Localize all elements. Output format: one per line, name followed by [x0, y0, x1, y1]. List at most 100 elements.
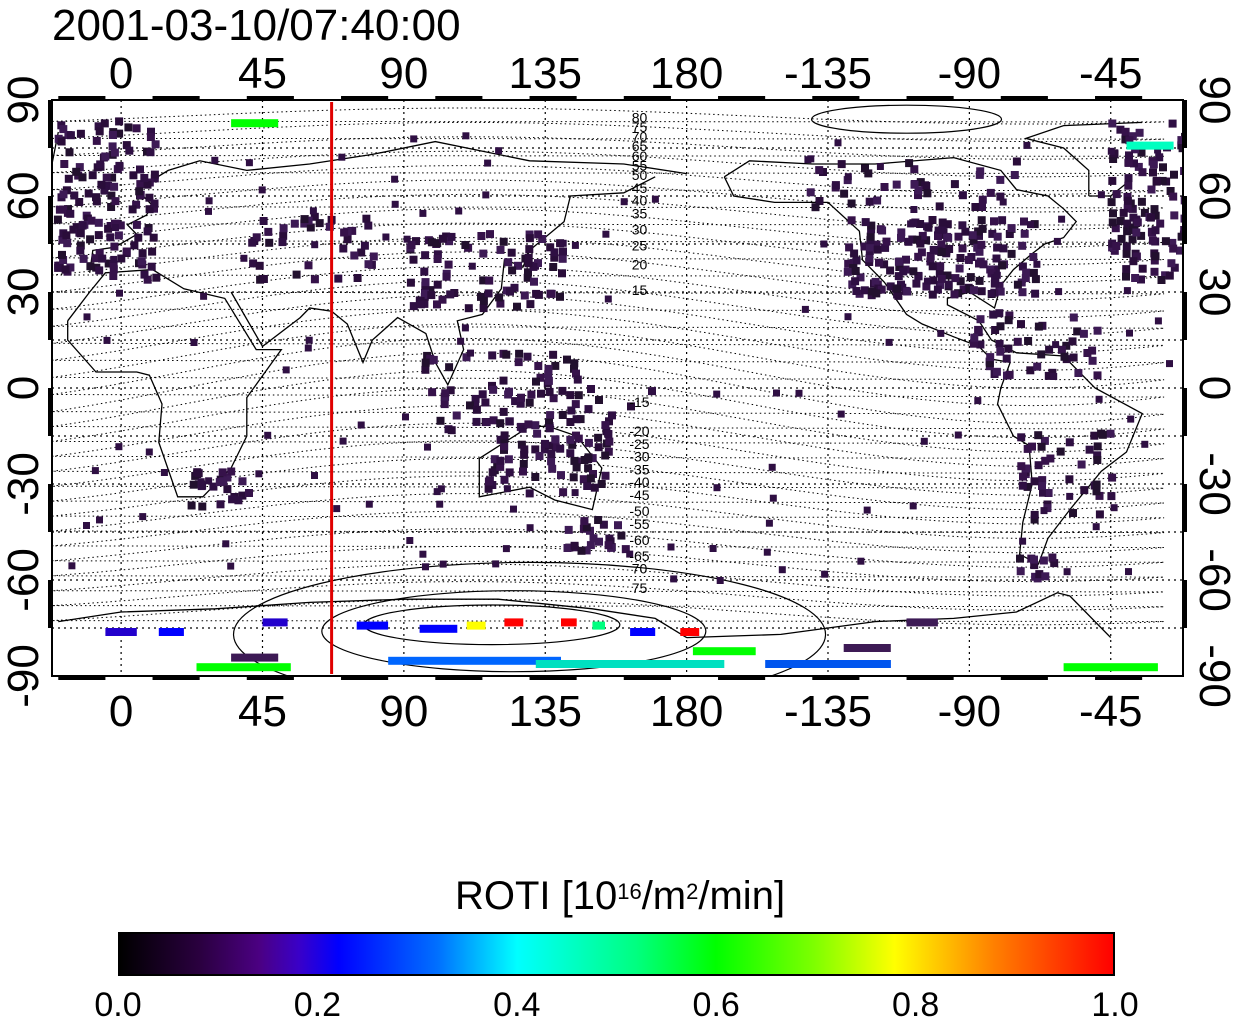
roti-pixel [1134, 162, 1143, 171]
roti-pixel [438, 234, 447, 243]
roti-pixel [880, 183, 889, 191]
roti-pixel [938, 225, 947, 234]
roti-pixel [1093, 326, 1102, 335]
roti-pixel [520, 291, 529, 300]
roti-pixel [1137, 197, 1146, 206]
roti-pixel [151, 140, 160, 149]
lon-tick-label-top: 90 [379, 49, 428, 98]
roti-pixel [579, 475, 588, 484]
contour-label: -60 [629, 532, 649, 548]
roti-pixel [228, 495, 237, 504]
roti-pixel [479, 304, 488, 313]
roti-pixel [104, 181, 112, 190]
roti-pixel [96, 516, 103, 524]
roti-pixel [1108, 239, 1117, 248]
roti-pixel [86, 235, 95, 244]
roti-pixel [954, 232, 963, 241]
roti-pixel [549, 394, 558, 403]
roti-pixel [556, 444, 565, 453]
roti-pixel [278, 238, 287, 247]
roti-pixel [1129, 257, 1138, 266]
roti-pixel [1037, 442, 1046, 451]
roti-pixel [1112, 242, 1121, 250]
roti-pixel [923, 189, 932, 198]
frame-stripe [48, 100, 53, 148]
roti-pixel [76, 246, 85, 255]
roti-pixel [990, 217, 998, 226]
roti-pixel [843, 644, 891, 652]
roti-pixel [1116, 125, 1125, 134]
lat-tick-label-right: -60 [1190, 548, 1239, 612]
roti-pixel [834, 139, 842, 147]
roti-pixel [1151, 211, 1160, 220]
roti-pixel [584, 464, 593, 473]
roti-pixel [433, 280, 442, 289]
roti-pixel [504, 618, 524, 627]
roti-pixel [556, 292, 564, 301]
roti-pixel [886, 266, 895, 275]
roti-pixel [996, 192, 1005, 201]
roti-pixel [1033, 574, 1042, 583]
roti-pixel [259, 217, 268, 225]
roti-pixel [357, 248, 366, 257]
roti-pixel [146, 148, 155, 157]
roti-pixel [559, 488, 568, 497]
roti-pixel [988, 229, 997, 238]
roti-pixel [594, 433, 603, 442]
roti-pixel [1041, 456, 1050, 465]
roti-pixel [262, 618, 288, 627]
roti-pixel [926, 252, 935, 260]
mag-lat-contour [52, 208, 1165, 248]
roti-pixel [1034, 431, 1043, 440]
roti-pixel [580, 517, 589, 526]
lat-tick-label-right: -30 [1190, 452, 1239, 516]
roti-pixel [1125, 136, 1134, 145]
roti-pixel [369, 252, 378, 261]
contour-label: 55 [632, 157, 648, 173]
roti-pixel [1123, 227, 1132, 236]
roti-pixel [893, 284, 902, 293]
roti-pixel [773, 389, 780, 397]
roti-pixel [66, 209, 75, 218]
mag-lat-contour [52, 280, 1165, 336]
roti-pixel [1108, 218, 1117, 227]
frame-stripe [48, 196, 53, 244]
roti-pixel [571, 489, 579, 497]
roti-pixel [811, 203, 820, 212]
roti-pixel [496, 462, 505, 471]
roti-pixel [950, 180, 959, 189]
roti-pixel [987, 290, 995, 298]
roti-pixel [1108, 119, 1117, 128]
roti-pixel [584, 405, 593, 414]
roti-pixel [968, 231, 977, 240]
roti-pixel [1038, 476, 1047, 485]
roti-pixel [561, 618, 577, 627]
roti-pixel [1037, 350, 1046, 359]
roti-pixel [630, 628, 656, 636]
roti-pixel [1093, 451, 1102, 460]
roti-pixel [1022, 268, 1031, 277]
roti-pixel [1151, 252, 1160, 261]
contour-label: 70 [632, 129, 648, 145]
roti-pixel [954, 431, 962, 439]
roti-pixel [1034, 322, 1043, 331]
roti-pixel [1156, 219, 1165, 228]
roti-pixel [484, 477, 493, 486]
roti-pixel [433, 255, 442, 263]
roti-pixel [58, 235, 67, 244]
roti-pixel [546, 243, 555, 252]
roti-pixel [502, 350, 511, 359]
roti-pixel [852, 287, 861, 295]
roti-pixel [950, 290, 959, 299]
roti-pixel [1010, 171, 1019, 179]
roti-pixel [63, 239, 72, 248]
roti-pixel [488, 351, 497, 360]
roti-pixel [444, 260, 453, 269]
roti-pixel [264, 431, 272, 439]
roti-pixel [1073, 327, 1082, 336]
roti-pixel [1127, 415, 1135, 423]
lat-tick-label-left: 0 [0, 376, 48, 400]
roti-pixel [1150, 256, 1159, 265]
lat-tick-label-left: -60 [0, 548, 48, 612]
roti-pixel [1137, 275, 1145, 284]
